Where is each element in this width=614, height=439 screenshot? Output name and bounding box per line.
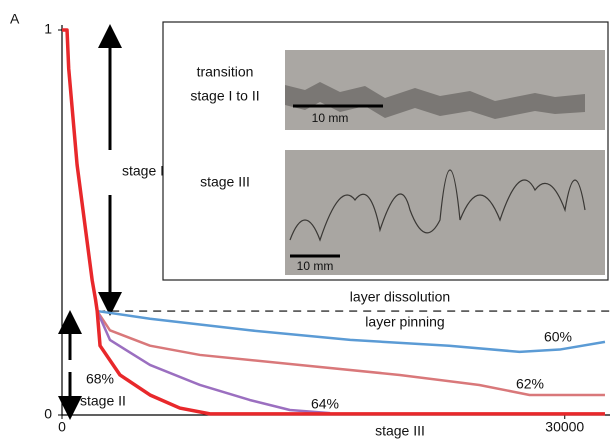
figure: A 10 mm 10 mm transition stage I to II s…: [0, 0, 614, 439]
x-tick-label: 30000: [545, 419, 584, 435]
x-axis-label: stage III: [375, 423, 425, 439]
inset-label: stage I to II: [190, 88, 259, 104]
annotation: stage I: [122, 163, 164, 179]
series-label: 60%: [544, 329, 572, 345]
series-label: 68%: [86, 371, 114, 387]
scale-label: 10 mm: [312, 111, 349, 125]
y-tick-label: 0: [44, 406, 52, 422]
series-label: 62%: [516, 376, 544, 392]
inset-label: stage III: [200, 174, 250, 190]
scale-label: 10 mm: [297, 259, 334, 273]
panel-label: A: [10, 11, 20, 27]
y-tick-label: 1: [44, 21, 52, 37]
series-label: 64%: [311, 396, 339, 412]
annotation: layer pinning: [365, 314, 444, 330]
inset-label: transition: [197, 64, 254, 80]
annotation: stage II: [80, 393, 126, 409]
x-tick-label: 0: [58, 419, 66, 435]
annotation: layer dissolution: [350, 289, 450, 305]
